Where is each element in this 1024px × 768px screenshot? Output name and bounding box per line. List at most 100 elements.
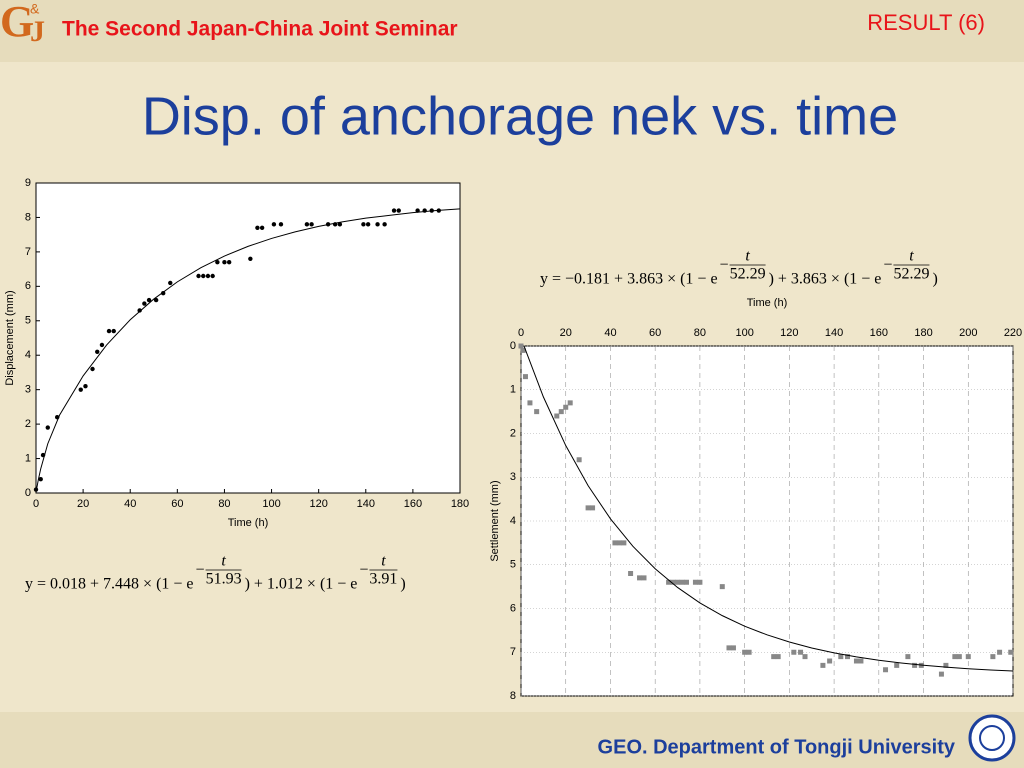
- y-tick-label: 4: [510, 515, 516, 527]
- data-point: [255, 225, 260, 230]
- exponent-denominator: 52.29: [730, 266, 766, 283]
- x-tick-label: 140: [357, 498, 375, 510]
- data-point: [771, 654, 777, 660]
- y-tick-label: 0: [25, 487, 31, 499]
- data-point: [997, 649, 1003, 655]
- data-point: [590, 505, 596, 511]
- y-tick-label: 6: [510, 602, 516, 614]
- y-tick-label: 6: [25, 280, 31, 292]
- x-tick-label: 120: [309, 498, 327, 510]
- equation-term: ) + 1.012 × (1 − e: [245, 576, 358, 593]
- equation-term: ): [932, 271, 937, 288]
- data-point: [201, 273, 206, 279]
- exponent-sign: −: [359, 562, 368, 579]
- equation-term: ) + 3.863 × (1 − e: [769, 271, 882, 288]
- data-point: [83, 384, 88, 389]
- y-tick-label: 7: [510, 646, 516, 658]
- data-point: [905, 654, 911, 660]
- exponent-sign: −: [883, 257, 892, 274]
- data-point: [520, 347, 526, 353]
- data-point: [518, 343, 524, 349]
- data-point: [99, 342, 105, 348]
- logo-amp: &: [30, 1, 40, 17]
- logo-g: G: [0, 0, 34, 46]
- y-tick-label: 9: [25, 177, 31, 189]
- data-point: [666, 579, 672, 585]
- data-point: [554, 413, 560, 419]
- data-point: [853, 658, 859, 664]
- section-label: RESULT (6): [867, 10, 985, 35]
- equation-term: y = 0.018 + 7.448 × (1 − e: [25, 576, 194, 593]
- y-axis-label: Displacement (mm): [4, 290, 16, 385]
- footer-text: GEO. Department of Tongji University: [598, 736, 956, 758]
- data-point: [205, 273, 211, 279]
- data-point: [621, 540, 627, 546]
- y-tick-label: 1: [510, 384, 516, 396]
- data-point: [938, 671, 944, 677]
- data-point: [791, 649, 797, 655]
- x-tick-label: 160: [404, 498, 422, 510]
- equation-term: ): [400, 576, 405, 593]
- data-point: [726, 645, 732, 651]
- data-point: [522, 374, 528, 380]
- x-axis-label: Time (h): [228, 517, 269, 529]
- data-point: [775, 654, 781, 660]
- y-tick-label: 7: [25, 246, 31, 258]
- data-point: [719, 584, 725, 590]
- x-axis-label: Time (h): [747, 297, 788, 309]
- y-tick-label: 2: [25, 418, 31, 430]
- data-point: [697, 579, 703, 585]
- exponent-denominator: 52.29: [893, 266, 929, 283]
- exponent-numerator: t: [221, 553, 226, 570]
- data-point: [692, 579, 698, 585]
- y-tick-label: 8: [25, 211, 31, 223]
- data-point: [78, 387, 83, 392]
- x-tick-label: 40: [124, 498, 136, 510]
- data-point: [215, 260, 220, 265]
- data-point: [956, 654, 962, 660]
- data-point: [990, 654, 996, 660]
- data-point: [1008, 649, 1014, 655]
- data-point: [161, 291, 166, 296]
- data-point: [637, 575, 643, 581]
- x-tick-label: 20: [560, 327, 572, 339]
- data-point: [730, 645, 736, 651]
- data-point: [858, 658, 864, 664]
- x-tick-label: 100: [262, 498, 280, 510]
- exponent-sign: −: [196, 562, 205, 579]
- data-point: [259, 225, 265, 230]
- x-tick-label: 120: [780, 327, 798, 339]
- seminar-title: The Second Japan-China Joint Seminar: [62, 18, 458, 41]
- data-point: [894, 662, 900, 668]
- x-tick-label: 140: [825, 327, 843, 339]
- y-tick-label: 2: [510, 427, 516, 439]
- data-point: [168, 280, 173, 286]
- x-tick-label: 220: [1004, 327, 1022, 339]
- y-tick-label: 1: [25, 452, 31, 464]
- data-point: [683, 579, 689, 585]
- data-point: [90, 366, 95, 372]
- x-tick-label: 180: [451, 498, 469, 510]
- data-point: [278, 222, 284, 227]
- data-point: [612, 540, 618, 546]
- data-point: [641, 575, 647, 581]
- data-point: [106, 328, 112, 334]
- data-point: [845, 654, 851, 660]
- data-point: [304, 222, 310, 227]
- exponent-numerator: t: [745, 248, 750, 265]
- data-point: [146, 297, 152, 303]
- data-point: [361, 222, 366, 227]
- x-tick-label: 160: [870, 327, 888, 339]
- data-point: [798, 649, 804, 655]
- data-point: [153, 297, 159, 303]
- data-point: [534, 409, 540, 415]
- x-tick-label: 60: [649, 327, 661, 339]
- data-point: [226, 260, 232, 265]
- data-point: [912, 662, 918, 668]
- data-point: [309, 222, 314, 227]
- data-point: [196, 273, 201, 279]
- plot-area: [35, 182, 461, 494]
- data-point: [838, 654, 844, 660]
- fit-curve: [36, 208, 460, 493]
- data-point: [742, 649, 748, 655]
